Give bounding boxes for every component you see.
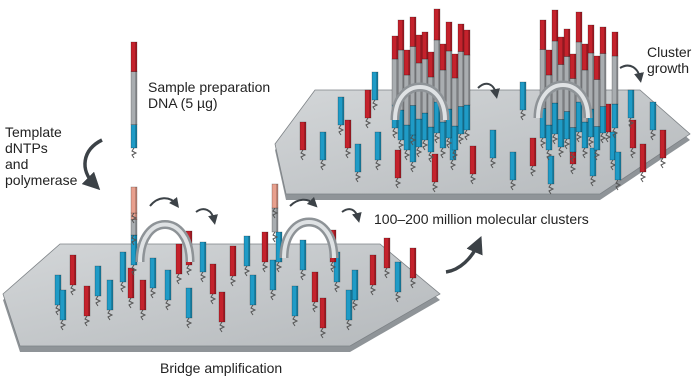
cluster-strand [427, 51, 435, 163]
surface-strand [127, 267, 135, 309]
surface-strand [185, 287, 193, 329]
template-reagents-label: Template dNTPs and polymerase [5, 124, 78, 188]
surface-strand [319, 131, 327, 171]
cluster-strand [611, 31, 619, 139]
curl-arrow-icon [341, 208, 362, 223]
surface-strand [243, 235, 251, 277]
cluster-strand [587, 24, 595, 148]
surface-strand [659, 129, 667, 169]
bridge-arch-cluster-right [533, 80, 593, 119]
surface-strand [509, 151, 517, 191]
surface-strand [69, 254, 77, 296]
cluster-strand [397, 19, 405, 151]
curl-arrow-icon [195, 208, 218, 225]
bridge-arch-middle [279, 217, 339, 259]
surface-strand [489, 129, 497, 169]
cluster-towers [391, 8, 619, 163]
cluster-strand [551, 9, 559, 145]
surface-strand [119, 251, 127, 293]
cluster-strand [575, 11, 583, 143]
surface-strand [614, 151, 622, 191]
surface-strand [394, 261, 402, 303]
cluster-strand [391, 35, 399, 139]
surface-strand [394, 149, 402, 189]
surface-strand [627, 89, 635, 129]
surface-strand [469, 145, 477, 185]
cluster-strand [569, 53, 577, 163]
cluster-strand [463, 29, 471, 141]
surface-strand [371, 71, 379, 111]
process-arrow-icon [81, 138, 103, 191]
surface-strand [649, 101, 657, 141]
process-arrow-icon [445, 235, 483, 274]
cluster-strand [403, 49, 411, 161]
bridge-arch-left [135, 220, 195, 263]
surface-strand [261, 231, 269, 273]
surface-strand [83, 285, 91, 327]
surface-strand [519, 81, 527, 121]
extended-strand [130, 212, 138, 246]
surface-strand [409, 247, 417, 289]
surface-strand [431, 153, 439, 193]
surface-strand [299, 121, 307, 161]
surface-strand [249, 274, 257, 316]
cluster-strand [415, 34, 423, 158]
curl-arrow-icon [289, 196, 318, 208]
curl-arrow-icon [619, 64, 644, 83]
surface-strand [94, 265, 102, 307]
surface-strand [629, 119, 637, 159]
bridge-arch-cluster-left [390, 82, 450, 121]
surface-strand [175, 243, 183, 285]
cluster-strand [409, 16, 417, 146]
cluster-strand [445, 21, 453, 149]
surface-strand [547, 155, 555, 195]
surface-strand [369, 254, 377, 296]
surface-strand [354, 143, 362, 183]
surface-strand [199, 241, 207, 283]
surface-strand [364, 89, 372, 129]
sample-dna-strand [130, 41, 138, 159]
cluster-strand [557, 36, 565, 158]
extended-strand [271, 183, 279, 219]
surface-strand [337, 96, 345, 136]
surface-strand [291, 285, 299, 327]
surface-strand [345, 289, 353, 331]
cluster-strand [457, 23, 465, 145]
surface-strand [209, 263, 217, 305]
surface-strand [374, 131, 382, 171]
cluster-strand [599, 26, 607, 144]
cluster-strand [451, 53, 459, 161]
surface-strand [139, 279, 147, 321]
molecular-clusters-label: 100–200 million molecular clusters [374, 211, 589, 227]
curl-arrow-icon [149, 196, 180, 208]
surface-strand [383, 237, 391, 279]
surface-strand [149, 257, 157, 299]
surface-strand [344, 119, 352, 159]
surface-strand [229, 245, 237, 287]
curl-arrow-icon [477, 82, 500, 99]
surface-strand [589, 147, 597, 187]
cluster-growth-label: Cluster growth [647, 44, 692, 76]
surface-strand [529, 137, 537, 177]
surface-strand [106, 279, 114, 321]
surface-strand [269, 259, 277, 301]
extended-strand [130, 186, 138, 224]
surface-strand [59, 289, 67, 331]
sample-preparation-label: Sample preparation DNA (5 µg) [148, 79, 271, 111]
surface-strand [319, 297, 327, 339]
surface-strand [639, 143, 647, 183]
strand-layer [54, 41, 667, 339]
cluster-strand [545, 49, 553, 161]
cluster-strand [539, 19, 547, 149]
surface-strand [311, 271, 319, 313]
cluster-strand [433, 8, 441, 144]
bridge-amplification-label: Bridge amplification [160, 360, 283, 376]
surface-strand [351, 269, 359, 311]
surface-strand [218, 291, 226, 333]
surface-strand [299, 239, 307, 281]
cluster-strand [593, 55, 601, 161]
surface-strand [164, 269, 172, 311]
